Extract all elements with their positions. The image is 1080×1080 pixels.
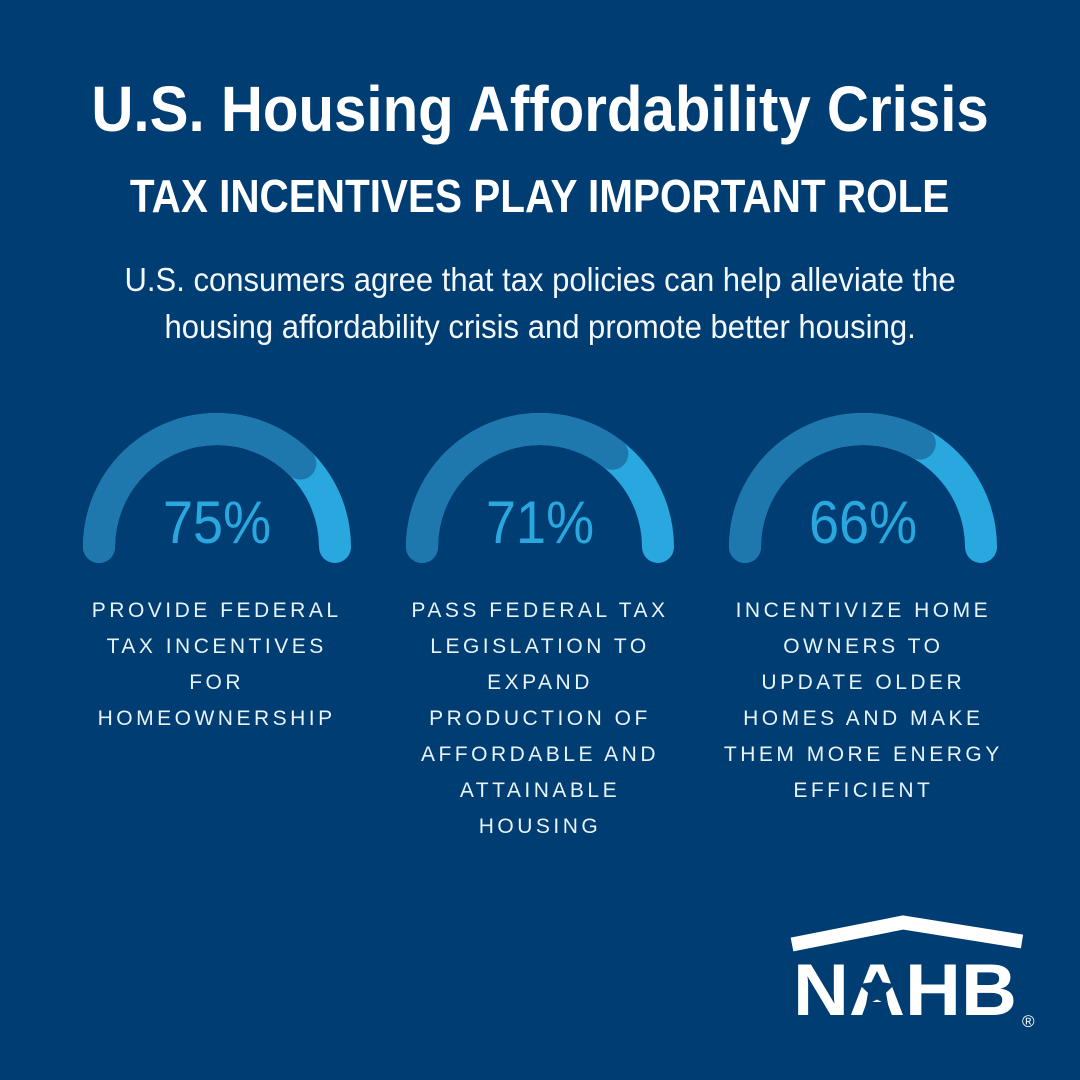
gauge-arc-graphic <box>405 413 674 563</box>
gauges-row: 75% PROVIDE FEDERAL TAX INCENTIVES FOR H… <box>55 397 1025 845</box>
registered-mark: ® <box>1022 1012 1035 1031</box>
gauge-chart: 75% PROVIDE FEDERAL TAX INCENTIVES FOR H… <box>55 397 378 845</box>
gauge-label: PROVIDE FEDERAL TAX INCENTIVES FOR HOMEO… <box>91 599 342 730</box>
roof-icon <box>790 915 1024 952</box>
gauge-arc-graphic <box>729 413 998 563</box>
gauge-value-arc <box>729 413 937 563</box>
page-subtitle: TAX INCENTIVES PLAY IMPORTANT ROLE <box>130 170 950 222</box>
gauge-percent-value: 66% <box>809 489 918 556</box>
gauge-label: PASS FEDERAL TAX LEGISLATION TO EXPAND P… <box>411 599 669 838</box>
gauge-chart: 66% INCENTIVIZE HOME OWNERS TO UPDATE OL… <box>702 397 1025 845</box>
description-row: U.S. consumers agree that tax policies c… <box>0 256 1080 350</box>
title-row: U.S. Housing Affordability Crisis <box>0 74 1080 144</box>
logo-text: NAHB <box>793 950 1017 1031</box>
gauge-chart: 71% PASS FEDERAL TAX LEGISLATION TO EXPA… <box>378 397 701 845</box>
nahb-logo: NAHB ® <box>790 915 1035 1031</box>
gauge-arc-graphic <box>82 413 351 563</box>
gauge-value-arc <box>405 413 629 563</box>
page-title: U.S. Housing Affordability Crisis <box>91 73 989 145</box>
gauge-percent-value: 71% <box>485 489 595 556</box>
gauge-value-arc <box>82 413 317 563</box>
subtitle-row: TAX INCENTIVES PLAY IMPORTANT ROLE <box>0 170 1080 222</box>
description-text: U.S. consumers agree that tax policies c… <box>124 261 956 345</box>
star-icon <box>858 971 896 1006</box>
gauge-label: INCENTIVIZE HOME OWNERS TO UPDATE OLDER … <box>723 599 1003 802</box>
gauge-percent-value: 75% <box>162 489 271 556</box>
